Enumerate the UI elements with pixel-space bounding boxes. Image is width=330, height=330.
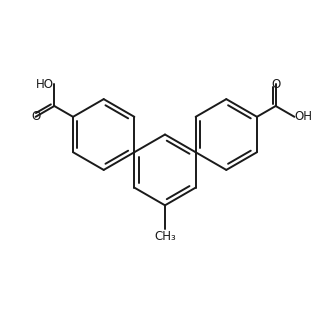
Text: O: O <box>271 78 280 91</box>
Text: O: O <box>31 110 40 123</box>
Text: HO: HO <box>36 78 54 91</box>
Text: CH₃: CH₃ <box>154 230 176 243</box>
Text: OH: OH <box>294 110 313 123</box>
